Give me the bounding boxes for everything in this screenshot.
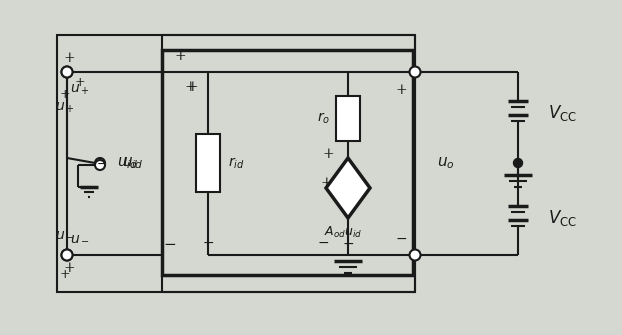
Text: $u_+$: $u_+$ (55, 101, 75, 115)
Circle shape (514, 158, 522, 168)
Text: +: + (60, 87, 70, 100)
Bar (336, 96, 360, 141)
Text: $V_{\mathrm{CC}}$: $V_{\mathrm{CC}}$ (548, 208, 577, 228)
Text: $u_o$: $u_o$ (437, 155, 455, 171)
Text: $u_{id}$: $u_{id}$ (118, 155, 139, 171)
Text: +: + (186, 80, 198, 94)
Circle shape (62, 250, 73, 261)
Text: +: + (60, 268, 70, 281)
Text: $u_-$: $u_-$ (55, 226, 75, 240)
Text: −: − (202, 236, 214, 250)
Text: $A_{od}u_{id}$: $A_{od}u_{id}$ (324, 224, 362, 240)
Text: $r_o$: $r_o$ (317, 110, 330, 126)
Text: $r_{id}$: $r_{id}$ (228, 155, 244, 171)
Text: $u_-$: $u_-$ (70, 230, 90, 244)
Circle shape (62, 250, 73, 261)
Circle shape (95, 158, 105, 168)
Bar (57, 35, 415, 292)
Text: +: + (320, 176, 332, 190)
Text: $\bar{-}$: $\bar{-}$ (96, 156, 108, 170)
Text: +: + (174, 49, 186, 63)
Text: +: + (63, 51, 75, 65)
Text: −: − (342, 237, 354, 251)
Circle shape (95, 160, 105, 170)
Text: +: + (75, 75, 86, 88)
Text: +: + (322, 147, 334, 161)
Circle shape (62, 67, 73, 77)
Text: $u_{id}$: $u_{id}$ (123, 155, 144, 171)
Circle shape (62, 67, 73, 77)
Polygon shape (326, 158, 370, 218)
Text: −: − (164, 238, 177, 252)
Text: $u_+$: $u_+$ (70, 83, 90, 97)
Text: −: − (395, 232, 407, 246)
Text: +: + (63, 261, 75, 275)
Text: $V_{\mathrm{CC}}$: $V_{\mathrm{CC}}$ (548, 103, 577, 123)
Bar (162, 50, 413, 275)
Text: +: + (184, 80, 196, 94)
Circle shape (409, 250, 420, 261)
Bar (196, 134, 220, 192)
Circle shape (409, 67, 420, 77)
Text: −: − (317, 236, 329, 250)
Text: +: + (395, 83, 407, 97)
